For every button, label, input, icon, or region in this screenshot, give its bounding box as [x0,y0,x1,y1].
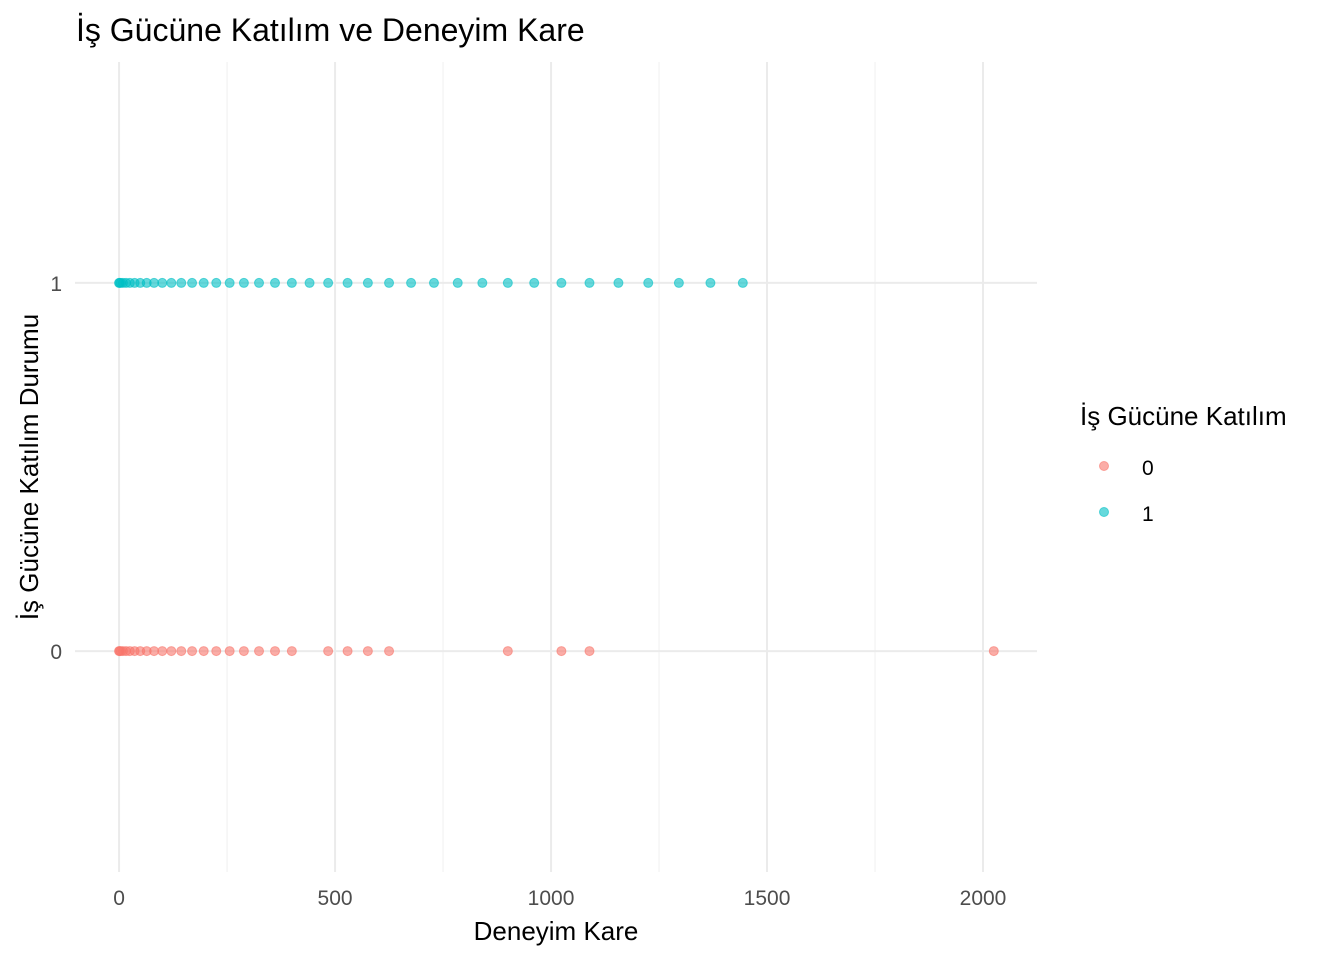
data-point-0 [211,646,222,657]
x-tick-label: 500 [318,887,353,910]
data-point-1 [737,277,748,288]
data-point-1 [452,277,463,288]
data-point-1 [286,277,297,288]
data-point-0 [362,646,373,657]
data-point-1 [224,277,235,288]
x-tick-label: 2000 [960,887,1007,910]
chart-title: İş Gücüne Katılım ve Deneyim Kare [76,12,585,48]
data-point-1 [198,277,209,288]
grid [75,62,1037,872]
data-point-1 [556,277,567,288]
x-tick-label: 1500 [744,887,791,910]
legend-marker-1 [1099,507,1109,517]
data-point-0 [198,646,209,657]
data-point-1 [362,277,373,288]
data-point-1 [323,277,334,288]
data-point-1 [149,277,160,288]
data-point-0 [384,646,395,657]
data-point-1 [157,277,168,288]
data-point-0 [556,646,567,657]
data-point-1 [502,277,513,288]
x-tick-label: 1000 [528,887,575,910]
data-point-1 [342,277,353,288]
data-point-0 [157,646,168,657]
y-tick-label: 0 [50,641,62,664]
data-point-1 [384,277,395,288]
data-point-1 [238,277,249,288]
data-point-0 [224,646,235,657]
data-point-1 [477,277,488,288]
data-point-1 [187,277,198,288]
data-point-1 [176,277,187,288]
data-point-0 [584,646,595,657]
data-point-0 [502,646,513,657]
data-point-0 [166,646,177,657]
y-axis-label: İş Gücüne Katılım Durumu [14,314,44,620]
y-tick-label: 1 [50,273,62,296]
legend: İş Gücüne Katılım 0 1 [1080,401,1287,526]
data-point-0 [323,646,334,657]
data-point-0 [187,646,198,657]
data-point-0 [149,646,160,657]
data-point-1 [673,277,684,288]
data-point-0 [286,646,297,657]
data-point-0 [238,646,249,657]
data-point-1 [254,277,265,288]
data-point-1 [304,277,315,288]
data-point-0 [176,646,187,657]
data-point-1 [529,277,540,288]
data-point-1 [270,277,281,288]
data-point-1 [428,277,439,288]
data-point-0 [254,646,265,657]
x-axis-label: Deneyim Kare [474,916,639,946]
data-point-0 [270,646,281,657]
data-point-1 [705,277,716,288]
data-point-1 [643,277,654,288]
x-tick-label: 0 [113,887,125,910]
legend-label-1: 1 [1142,503,1154,526]
ticks: 0 500 1000 1500 2000 0 1 [50,273,1006,910]
data-point-0 [342,646,353,657]
data-point-1 [166,277,177,288]
data-point-0 [988,646,999,657]
data-point-1 [406,277,417,288]
legend-title: İş Gücüne Katılım [1080,401,1287,431]
legend-marker-0 [1099,461,1109,471]
data-point-1 [584,277,595,288]
legend-label-0: 0 [1142,457,1154,480]
data-point-1 [211,277,222,288]
data-point-1 [613,277,624,288]
points [114,277,999,657]
